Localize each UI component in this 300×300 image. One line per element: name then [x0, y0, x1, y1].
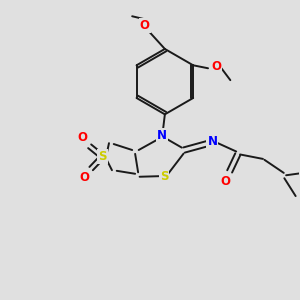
Text: O: O [140, 19, 150, 32]
Text: N: N [207, 135, 218, 148]
Text: N: N [157, 129, 167, 142]
Text: O: O [77, 131, 88, 145]
Text: O: O [221, 175, 231, 188]
Text: S: S [98, 150, 107, 163]
Text: O: O [80, 171, 90, 184]
Text: S: S [160, 170, 168, 183]
Text: O: O [211, 60, 221, 73]
